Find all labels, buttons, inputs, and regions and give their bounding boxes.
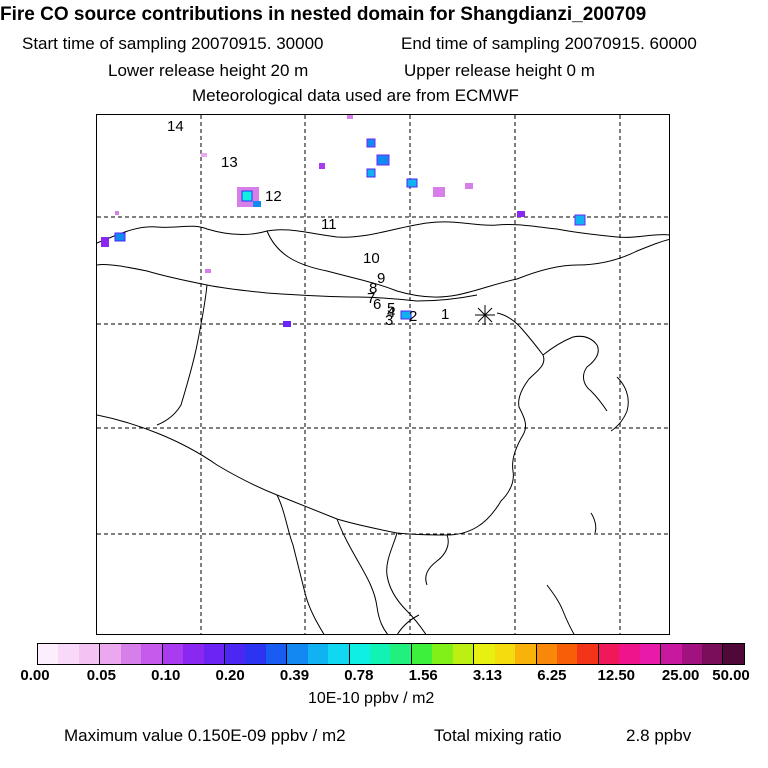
- colorbar-segment: [577, 644, 599, 664]
- colorbar-segment: [328, 644, 350, 664]
- trajectory-label-2: 2: [409, 308, 417, 325]
- trajectory-label-4: 4: [387, 304, 395, 321]
- start-time-label: Start time of sampling 20070915. 30000: [22, 34, 324, 53]
- map-panel: 1 2 3 4 5 6 7 8 9 10 11 12 13 14: [96, 114, 670, 635]
- met-data-label: Meteorological data used are from ECMWF: [192, 86, 519, 105]
- colorbar-segment: [619, 644, 640, 664]
- asterisk-icon: [475, 305, 495, 325]
- colorbar-tick-label: 50.00: [712, 667, 750, 684]
- trajectory-label-11: 11: [321, 216, 337, 233]
- total-mixing-ratio-label: Total mixing ratio: [434, 726, 562, 745]
- trajectory-label-14: 14: [167, 118, 184, 135]
- colorbar-segment: [494, 644, 516, 664]
- trajectory-label-9: 9: [377, 270, 385, 287]
- colorbar-segment: [120, 644, 142, 664]
- fire-emission-patches: [101, 115, 586, 327]
- colorbar-segment: [141, 644, 163, 664]
- colorbar-tick-label: 1.56: [408, 667, 438, 684]
- colorbar-segment: [203, 644, 225, 664]
- trajectory-label-3: 3: [385, 312, 393, 329]
- colorbar-tick-label: 0.10: [151, 667, 181, 684]
- colorbar-segment: [78, 644, 101, 664]
- colorbar-tick-label: 0.00: [20, 667, 50, 684]
- colorbar-segment: [639, 644, 662, 664]
- colorbar-segment: [38, 644, 59, 664]
- plot-title: Fire CO source contributions in nested d…: [0, 4, 647, 25]
- colorbar-segment: [307, 644, 329, 664]
- colorbar-segment: [265, 644, 288, 664]
- colorbar-units: 10E-10 ppbv / m2: [308, 690, 435, 707]
- colorbar-segment: [536, 644, 557, 664]
- colorbar-segment: [661, 644, 682, 664]
- colorbar-segment: [702, 644, 724, 664]
- colorbar-segment: [515, 644, 537, 664]
- trajectory-label-5: 5: [387, 300, 395, 317]
- colorbar-tick-label: 12.50: [597, 667, 636, 684]
- colorbar-tick-label: 25.00: [661, 667, 700, 684]
- colorbar-segment: [224, 644, 246, 664]
- trajectory-label-1: 1: [441, 306, 449, 323]
- trajectory-labels: 1 2 3 4 5 6 7 8 9 10 11 12 13 14: [167, 118, 449, 329]
- colorbar-tick-label: 0.78: [344, 667, 374, 684]
- trajectory-label-7: 7: [367, 290, 375, 307]
- colorbar-segment: [556, 644, 578, 664]
- maximum-value-label: Maximum value 0.150E-09 ppbv / m2: [64, 726, 346, 745]
- colorbar-segment: [183, 644, 204, 664]
- colorbar-segment: [723, 644, 744, 664]
- lower-release-height-label: Lower release height 20 m: [108, 61, 309, 80]
- colorbar-segment: [452, 644, 475, 664]
- map-canvas: 1 2 3 4 5 6 7 8 9 10 11 12 13 14: [97, 115, 669, 634]
- colorbar-tick-label: 0.39: [279, 667, 310, 684]
- trajectory-label-6: 6: [373, 296, 381, 313]
- colorbar-segment: [370, 644, 391, 664]
- colorbar-segment: [245, 644, 266, 664]
- upper-release-height-label: Upper release height 0 m: [404, 61, 595, 80]
- colorbar-tick-label: 3.13: [472, 667, 503, 684]
- end-time-label: End time of sampling 20070915. 60000: [401, 34, 697, 53]
- colorbar-segment: [411, 644, 433, 664]
- trajectory-label-13: 13: [221, 154, 238, 171]
- colorbar-tick-label: 0.05: [86, 667, 116, 684]
- colorbar-segment: [474, 644, 495, 664]
- colorbar-segment: [287, 644, 308, 664]
- colorbar-segment: [100, 644, 121, 664]
- colorbar-segment: [390, 644, 412, 664]
- colorbar-segment: [681, 644, 702, 664]
- colorbar: [37, 643, 745, 665]
- colorbar-segment: [349, 644, 370, 664]
- total-mixing-ratio-value: 2.8 ppbv: [626, 726, 692, 745]
- colorbar-segment: [432, 644, 453, 664]
- trajectory-label-12: 12: [265, 188, 282, 205]
- colorbar-segment: [58, 644, 79, 664]
- colorbar-segment: [598, 644, 620, 664]
- colorbar-segment: [162, 644, 184, 664]
- coastlines-borders: [97, 221, 669, 634]
- trajectory-label-8: 8: [369, 280, 377, 297]
- trajectory-label-10: 10: [363, 250, 380, 267]
- colorbar-tick-label: 6.25: [537, 667, 567, 684]
- colorbar-tick-label: 0.20: [215, 667, 245, 684]
